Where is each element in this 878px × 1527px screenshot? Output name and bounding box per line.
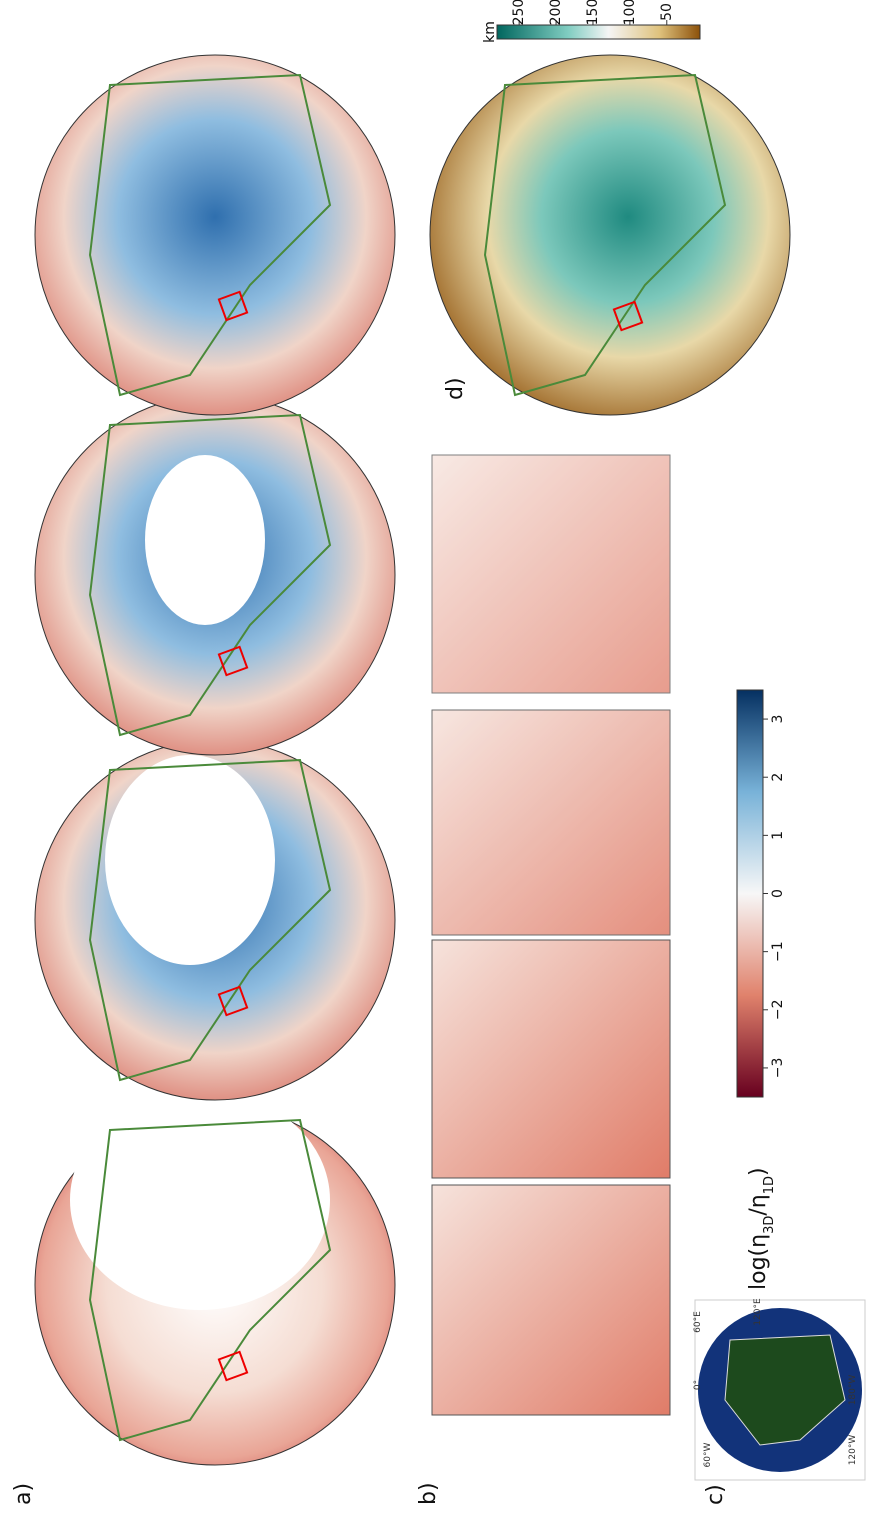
map-a3 [34, 394, 396, 756]
inset-label: 180°W [848, 1375, 858, 1406]
map-a1 [34, 1090, 396, 1466]
tick-label: −3 [770, 1058, 786, 1079]
map-d [429, 54, 791, 416]
panel-label: c) [703, 1484, 728, 1505]
tick-label: 3 [770, 715, 786, 724]
tick-label: −2 [770, 999, 786, 1020]
inset-map [694, 1299, 866, 1481]
inset-label: 60°E [693, 1311, 703, 1333]
label-part: 1D [762, 1176, 777, 1194]
inset-label: 0° [693, 1380, 703, 1390]
panel-label: d) [443, 377, 468, 400]
inset-label: 120°E [753, 1298, 763, 1326]
label-part: log(η [746, 1234, 771, 1290]
tick-label: 250 [511, 0, 527, 25]
inset-label: 120°W [848, 1435, 858, 1466]
tick-label: 2 [770, 773, 786, 782]
panel-label: b) [416, 1482, 441, 1505]
label-part: /η [746, 1194, 771, 1215]
tick-label: 1 [770, 831, 786, 840]
colorbar [736, 689, 764, 1098]
map-a2 [34, 739, 396, 1101]
label-part: ) [746, 1167, 771, 1176]
tick-label: 50 [659, 3, 675, 21]
tick-label: 100 [622, 0, 638, 25]
label-part: 3D [762, 1216, 777, 1234]
zoom-tiles [431, 454, 671, 1416]
panel-label: a) [11, 1483, 36, 1505]
map-a4 [34, 54, 396, 416]
tick-label: 200 [548, 0, 564, 25]
tick-label: 150 [585, 0, 601, 25]
depth-colorbar [496, 24, 701, 40]
tick-label: 0 [770, 889, 786, 898]
tick-label: −1 [770, 941, 786, 962]
inset-label: 60°W [703, 1442, 713, 1467]
colorbar-label: log(η3D/η1D) [746, 1167, 777, 1290]
colorbar-unit: km [482, 21, 498, 43]
